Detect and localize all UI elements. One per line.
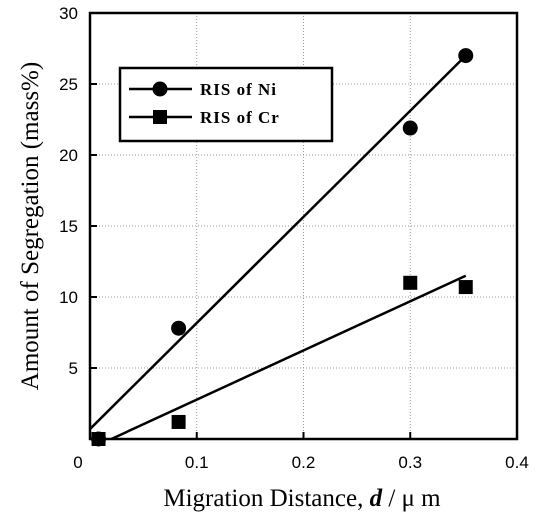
x-tick-label: 0.4 xyxy=(505,453,529,472)
point-cr xyxy=(91,432,106,446)
y-tick-label: 30 xyxy=(59,4,78,23)
x-tick-label: 0 xyxy=(73,453,82,472)
x-axis-title-unit: / μ m xyxy=(388,485,441,512)
y-tick-label: 20 xyxy=(59,146,78,165)
legend-label-ni: RIS of Ni xyxy=(200,80,277,99)
x-tick-label: 0.1 xyxy=(185,453,209,472)
point-ni xyxy=(402,120,418,136)
point-cr xyxy=(171,414,186,429)
point-ni xyxy=(171,320,187,336)
legend-box xyxy=(118,66,334,143)
fit-line-ni xyxy=(89,54,467,430)
data-points xyxy=(91,48,474,447)
legend: RIS of Ni RIS of Cr xyxy=(118,66,334,143)
y-tick-label: 25 xyxy=(59,75,78,94)
legend-marker-ni xyxy=(152,81,168,97)
x-tick-label: 0.3 xyxy=(398,453,422,472)
point-cr xyxy=(403,275,418,290)
legend-marker-cr xyxy=(153,110,167,124)
x-axis-title: Migration Distance, d / μ m xyxy=(163,485,441,512)
x-axis-title-var: d xyxy=(370,485,383,512)
axis-ticks: 0 0.1 0.2 0.3 0.4 5 10 15 20 25 30 xyxy=(59,4,529,472)
fit-lines xyxy=(89,54,467,441)
legend-label-cr: RIS of Cr xyxy=(200,108,280,127)
y-tick-label: 5 xyxy=(69,359,78,378)
fit-line-cr xyxy=(110,274,467,441)
point-cr xyxy=(458,280,473,295)
y-axis-title: Amount of Segregation (mass%) xyxy=(17,62,44,390)
y-tick-label: 15 xyxy=(59,217,78,236)
x-axis-title-prefix: Migration Distance, xyxy=(163,485,363,512)
point-ni xyxy=(458,48,474,64)
x-tick-label: 0.2 xyxy=(292,453,316,472)
y-tick-label: 10 xyxy=(59,288,78,307)
